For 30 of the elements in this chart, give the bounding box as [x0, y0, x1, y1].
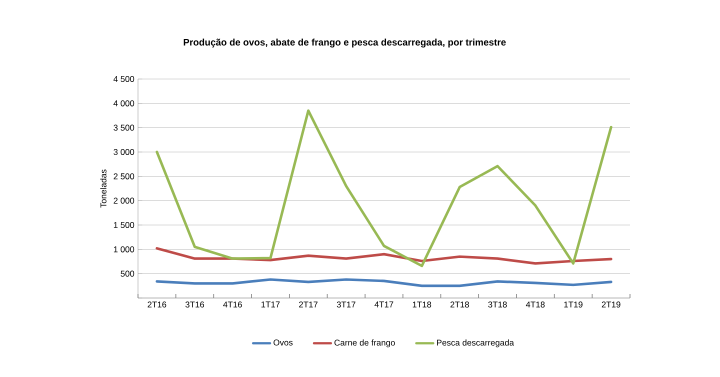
y-tick-label: 3 500 — [114, 124, 134, 131]
y-tick-label: 3 000 — [114, 149, 134, 155]
line-series — [156, 247, 612, 265]
x-tick-label: 3T18 — [488, 302, 507, 308]
legend-label: Pesca descarregada — [437, 339, 514, 348]
line-series — [156, 278, 612, 288]
x-tick-label: 1T18 — [412, 302, 432, 308]
y-tick-label: 500 — [120, 270, 134, 277]
x-tick-label: 4T17 — [374, 302, 394, 308]
x-tick-label: 1T17 — [261, 302, 280, 308]
x-tick-label: 3T16 — [185, 302, 204, 308]
chart-title: Produção de ovos, abate de frango e pesca descarregada, por trimestre — [184, 38, 506, 48]
legend-label: Ovos — [274, 340, 293, 346]
x-tick-label: 2T19 — [602, 302, 620, 308]
y-tick-label: 1 000 — [114, 246, 134, 252]
y-tick-label: 4 500 — [113, 76, 134, 82]
y-tick-label: 2 500 — [114, 173, 134, 180]
x-tick-label: 1T19 — [564, 302, 582, 308]
y-tick-label: 4 000 — [113, 100, 134, 106]
x-tick-label: 4T16 — [223, 302, 242, 308]
legend-label: Carne de frango — [334, 339, 395, 348]
x-tick-label: 2T18 — [450, 302, 469, 308]
y-axis-title: Toneladas — [100, 170, 106, 208]
x-tick-label: 2T17 — [299, 302, 318, 308]
y-tick-label: 1 500 — [114, 222, 134, 228]
line-series — [156, 109, 612, 268]
y-tick-label: 2 000 — [114, 198, 134, 204]
x-tick-label: 2T16 — [148, 302, 166, 308]
x-tick-label: 4T18 — [526, 302, 545, 308]
x-tick-label: 3T17 — [336, 302, 356, 308]
